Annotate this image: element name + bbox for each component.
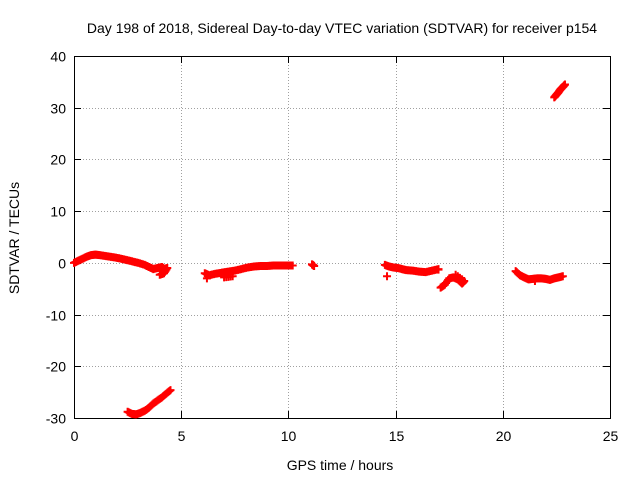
x-tick-label: 25 <box>603 428 619 444</box>
x-axis-label: GPS time / hours <box>287 457 394 473</box>
y-tick-label: -30 <box>46 411 66 427</box>
x-tick-label: 20 <box>496 428 512 444</box>
plot-frame <box>75 57 611 419</box>
x-tick-label: 15 <box>389 428 405 444</box>
y-tick-label: 10 <box>50 204 66 220</box>
x-tick-labels: 0 5 10 15 20 25 <box>71 428 619 444</box>
y-tick-label: -10 <box>46 308 66 324</box>
grid-lines <box>74 56 610 418</box>
y-tick-label: 40 <box>50 49 66 65</box>
x-tick-label: 10 <box>281 428 297 444</box>
x-tick-label: 5 <box>178 428 186 444</box>
chart-title: Day 198 of 2018, Sidereal Day-to-day VTE… <box>87 20 597 36</box>
x-tick-label: 0 <box>71 428 79 444</box>
y-tick-labels: -30 -20 -10 0 10 20 30 40 <box>46 49 66 427</box>
y-axis-label: SDTVAR / TECUs <box>6 182 22 294</box>
y-tick-label: 30 <box>50 101 66 117</box>
y-tick-label: 20 <box>50 152 66 168</box>
y-tick-label: -20 <box>46 359 66 375</box>
sdtvar-chart: 0 5 10 15 20 25 -30 -20 -10 0 10 20 30 40 Day 198 of… <box>0 0 640 480</box>
data-points <box>70 80 569 418</box>
y-tick-label: 0 <box>58 256 66 272</box>
data-point <box>383 272 391 280</box>
axis-ticks <box>74 56 611 419</box>
